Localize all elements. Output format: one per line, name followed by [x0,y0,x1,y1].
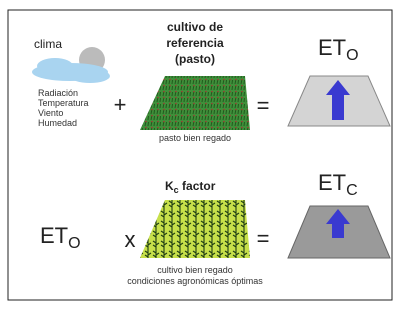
source-label: clima [34,37,62,51]
grass-field [140,76,250,130]
crop-field [140,200,250,258]
equals: = [257,226,270,251]
factor-rest: factor [179,179,216,193]
factor-title: Kc factor [165,179,216,195]
factor-base: K [165,179,174,193]
diagram: clima Radiación Temperatura Viento Humed… [0,0,397,311]
crop-title: referencia [166,36,224,50]
factor: Humedad [38,118,77,128]
page: {"row1": { "source": {"label": "clima", … [0,0,397,311]
input: ETO [40,223,81,252]
factor: Radiación [38,88,78,98]
crop-title: (pasto) [175,52,215,66]
result-sub: O [346,47,358,64]
operator: + [114,92,127,117]
equals: = [257,93,270,118]
crop-title: cultivo de [167,20,223,34]
result: ETC [318,170,358,199]
operator: x [125,227,136,252]
result: ETO [318,35,359,64]
factor: Temperatura [38,98,89,108]
result-sub: C [346,182,358,199]
input-sub: O [68,235,80,252]
cloud [32,47,110,83]
crop-caption: pasto bien regado [159,133,231,143]
input-base: ET [40,223,68,248]
crop-caption: cultivo bien regado [157,265,233,275]
factor: Viento [38,108,63,118]
result-base: ET [318,35,346,60]
crop-caption: condiciones agronómicas óptimas [127,276,263,286]
result-base: ET [318,170,346,195]
